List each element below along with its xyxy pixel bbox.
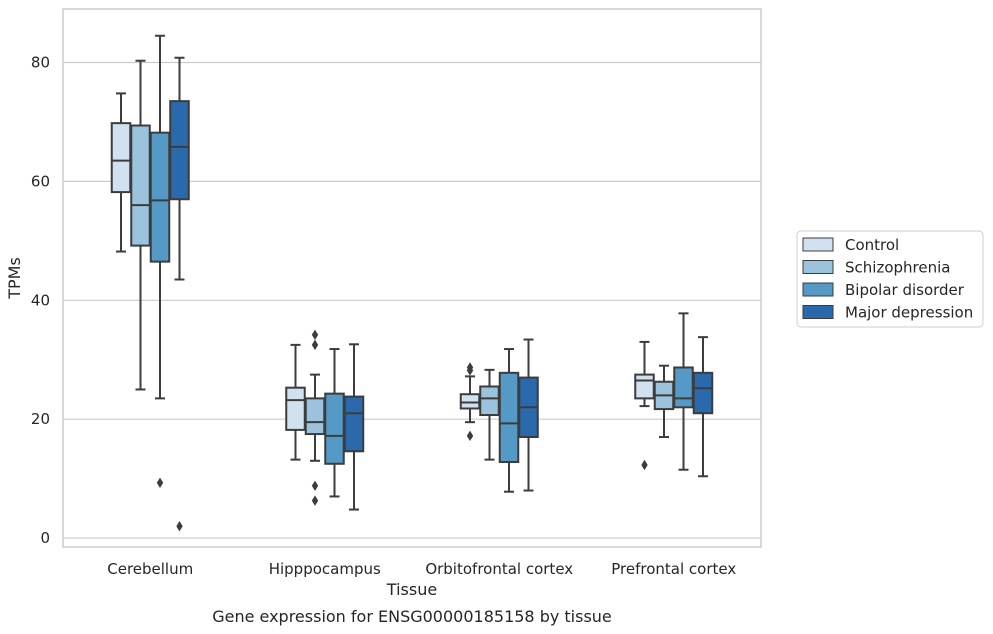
box-plot-groups — [110, 34, 714, 532]
y-axis-label: TPMs — [5, 257, 24, 300]
y-axis-ticks: 0 20 40 60 80 — [31, 54, 50, 548]
outlier-point — [311, 495, 319, 506]
legend-swatch — [802, 237, 834, 252]
plot-frame — [62, 8, 762, 548]
box-iqr — [459, 393, 481, 410]
box-iqr — [324, 392, 345, 465]
x-tick-label: Cerebellum — [107, 560, 193, 578]
x-tick-label: Hipppocampus — [269, 560, 381, 578]
y-tick-label: 20 — [31, 410, 50, 428]
outlier-point — [311, 329, 319, 340]
box-0-2 — [459, 362, 481, 442]
legend-swatch — [802, 282, 834, 297]
plot-background — [63, 9, 761, 547]
box-iqr — [692, 371, 714, 415]
y-tick-label: 60 — [31, 172, 50, 190]
x-tick-label: Orbitofrontal cortex — [425, 560, 573, 578]
y-tick-label: 40 — [31, 291, 50, 309]
box-iqr — [343, 395, 365, 453]
y-tick-label: 80 — [31, 54, 50, 72]
legend-frame — [796, 230, 984, 328]
x-axis-label: Tissue — [386, 580, 437, 599]
x-tick-label: Prefrontal cortex — [611, 560, 736, 578]
box-3-2 — [518, 338, 539, 492]
chart-caption: Gene expression for ENSG00000185158 by t… — [212, 607, 612, 626]
y-tick-label: 0 — [40, 529, 50, 547]
box-iqr — [498, 371, 520, 463]
outlier-point — [156, 477, 164, 488]
box-iqr — [304, 397, 326, 436]
legend-label: Major depression — [845, 304, 973, 322]
box-iqr — [149, 131, 171, 263]
box-3-0 — [169, 56, 190, 532]
box-2-1 — [324, 348, 345, 498]
x-axis-ticks: Cerebellum Hipppocampus Orbitofrontal cort… — [107, 560, 736, 578]
box-1-0 — [130, 59, 151, 391]
box-3-1 — [343, 343, 365, 511]
box-iqr — [110, 122, 132, 194]
box-iqr — [634, 373, 655, 400]
outlier-point — [311, 339, 319, 351]
box-1-3 — [653, 364, 675, 439]
box-iqr — [169, 100, 190, 201]
box-0-3 — [634, 340, 655, 471]
box-iqr — [285, 386, 306, 431]
legend-swatch — [802, 260, 834, 274]
outlier-point — [466, 430, 474, 442]
legend: Control Schizophrenia Bipolar disorder Majo… — [796, 230, 984, 328]
box-1-1 — [304, 329, 326, 506]
legend-swatch — [802, 305, 834, 319]
outlier-point — [311, 480, 319, 491]
box-0-1 — [285, 343, 306, 461]
outlier-point — [466, 362, 474, 373]
outlier-point — [176, 520, 183, 532]
box-iqr — [479, 385, 500, 417]
box-iqr — [673, 366, 694, 409]
box-2-2 — [498, 348, 520, 493]
legend-label: Bipolar disorder — [845, 281, 965, 299]
outlier-point — [641, 459, 648, 471]
box-iqr — [130, 124, 151, 247]
box-3-3 — [692, 336, 714, 478]
box-2-0 — [149, 34, 171, 488]
legend-label: Schizophrenia — [845, 259, 950, 277]
legend-label: Control — [845, 236, 899, 254]
